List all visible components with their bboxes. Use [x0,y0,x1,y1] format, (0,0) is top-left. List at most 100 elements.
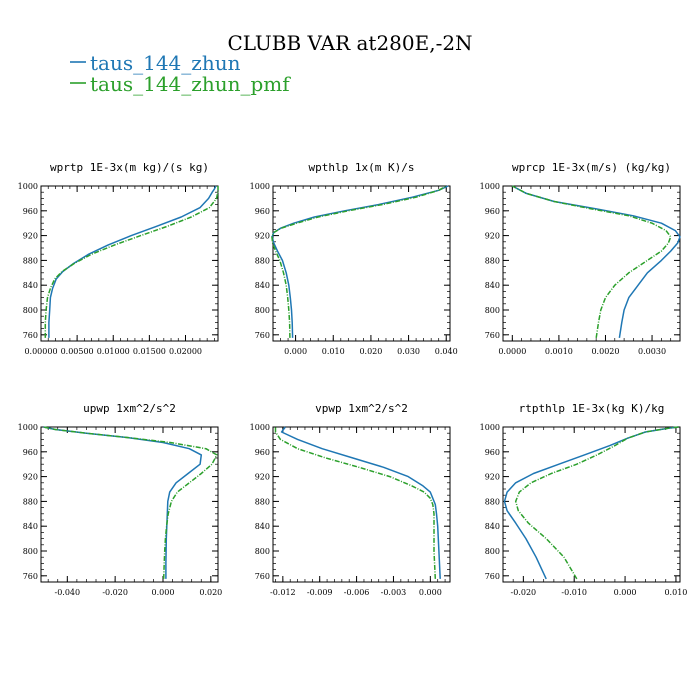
y-tick-label: 880 [255,256,270,265]
x-tick-label: -0.020 [102,588,128,597]
y-tick-label: 960 [23,207,38,216]
y-tick-label: 960 [485,207,500,216]
y-tick-label: 800 [255,547,270,556]
series-line-taus-144-zhun-pmf [274,427,437,579]
y-tick-label: 760 [255,331,270,340]
y-tick-label: 960 [485,448,500,457]
x-tick-label: -0.006 [344,588,370,597]
x-tick-label: 0.000 [284,347,307,356]
panel-title: rtpthlp 1E-3x(kg K)/kg [519,402,665,415]
y-tick-label: 800 [485,547,500,556]
panel-2: wpthlp 1x(m K)/s 0.000 0.010 0.020 0.030 0.04… [250,161,458,356]
x-tick-label: 0.00000 [24,347,57,356]
y-tick-label: 880 [255,497,270,506]
x-tick-label: 0.0020 [591,347,619,356]
x-tick-label: 0.000 [614,588,637,597]
y-tick-label: 840 [23,522,38,531]
x-tick-label: -0.010 [561,588,587,597]
panel-3: wprcp 1E-3x(m/s) (kg/kg) 0.0000 0.0010 0.00… [480,161,681,356]
y-tick-label: 800 [23,547,38,556]
series-line-taus-144-zhun-pmf [271,185,447,338]
y-tick-label: 1000 [480,182,500,191]
series-line-taus-144-zhun [511,185,681,339]
panel-grid: wprtp 1E-3x(m kg)/(s kg)0.00000 0.00500 0.… [18,161,688,597]
series-line-taus-144-zhun [43,426,203,579]
legend-label-zhun-pmf: taus_144_zhun_pmf [90,72,291,96]
y-tick-label: 920 [255,473,270,482]
y-tick-label: 1000 [250,423,270,432]
y-tick-label: 920 [23,232,38,241]
y-tick-label: 960 [255,448,270,457]
panel-title: wprcp 1E-3x(m/s) (kg/kg) [512,161,671,174]
panel-6: rtpthlp 1E-3x(kg K)/kg -0.020 -0.010 0.000 0… [480,402,688,597]
legend-label-zhun: taus_144_zhun [90,51,241,75]
x-tick-label: 0.000 [152,588,175,597]
x-tick-label: 0.0000 [498,347,526,356]
x-tick-label: -0.003 [381,588,407,597]
y-tick-label: 760 [23,572,38,581]
plot-frame [40,426,219,583]
x-tick-label: 0.020 [359,347,382,356]
x-tick-label: -0.040 [55,588,81,597]
y-tick-label: 840 [255,281,270,290]
y-tick-label: 840 [255,522,270,531]
y-tick-label: 840 [485,281,500,290]
y-tick-label: 1000 [18,423,38,432]
y-tick-label: 880 [485,497,500,506]
series-line-taus-144-zhun [48,185,217,338]
series-line-taus-144-zhun [503,426,679,580]
x-tick-label: 0.040 [435,347,458,356]
y-tick-label: 1000 [250,182,270,191]
x-tick-label: 0.01000 [97,347,130,356]
panel-5: vpwp 1xm^2/s^2 -0.012 -0.009 -0.006 -0.003 0.… [250,402,451,597]
y-tick-label: 920 [255,232,270,241]
panel-1: wprtp 1E-3x(m kg)/(s kg)0.00000 0.00500 0.… [18,161,219,356]
y-tick-label: 920 [485,473,500,482]
y-tick-label: 760 [485,331,500,340]
x-tick-label: -0.020 [511,588,537,597]
plot-frame [40,185,219,342]
y-tick-label: 800 [255,306,270,315]
figure-title: CLUBB VAR at280E,-2N [227,31,472,55]
x-tick-label: 0.01500 [133,347,166,356]
x-tick-label: 0.020 [199,588,222,597]
y-tick-label: 800 [23,306,38,315]
y-tick-label: 880 [485,256,500,265]
plot-frame [502,426,681,583]
x-tick-label: 0.00500 [61,347,94,356]
series-line-taus-144-zhun [280,426,441,579]
y-tick-label: 880 [23,256,38,265]
y-tick-label: 840 [23,281,38,290]
panel-title: upwp 1xm^2/s^2 [83,402,176,415]
series-line-taus-144-zhun-pmf [514,426,679,580]
y-tick-label: 920 [23,473,38,482]
y-tick-label: 1000 [480,423,500,432]
x-tick-label: 0.02000 [169,347,202,356]
plot-frame [502,185,681,342]
x-tick-label: -0.009 [307,588,333,597]
y-tick-label: 960 [23,448,38,457]
x-tick-label: 0.000 [419,588,442,597]
plot-frame [272,185,451,342]
y-tick-label: 760 [255,572,270,581]
y-tick-label: 840 [485,522,500,531]
series-line-taus-144-zhun-pmf [43,426,218,579]
y-tick-label: 960 [255,207,270,216]
panel-title: wpthlp 1x(m K)/s [309,161,415,174]
y-tick-label: 800 [485,306,500,315]
x-tick-label: 0.010 [664,588,687,597]
y-tick-label: 1000 [18,182,38,191]
panel-title: wprtp 1E-3x(m kg)/(s kg) [50,161,209,174]
plot-frame [272,426,451,583]
panel-4: upwp 1xm^2/s^2 -0.040 -0.020 0.000 0.020 760 8… [18,402,223,597]
legend: taus_144_zhun taus_144_zhun_pmf [70,51,291,96]
x-tick-label: 0.010 [322,347,345,356]
x-tick-label: 0.030 [397,347,420,356]
y-tick-label: 760 [23,331,38,340]
series-line-taus-144-zhun-pmf [44,186,219,338]
y-tick-label: 880 [23,497,38,506]
x-tick-label: 0.0030 [638,347,666,356]
x-tick-label: -0.012 [270,588,296,597]
panel-title: vpwp 1xm^2/s^2 [315,402,408,415]
